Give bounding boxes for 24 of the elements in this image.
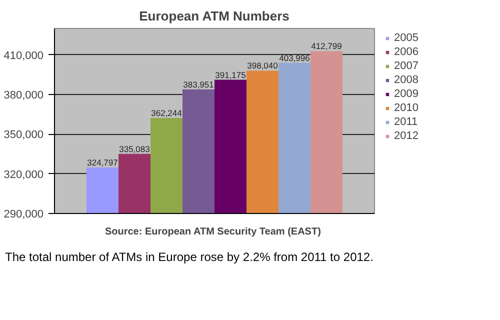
chart-title: European ATM Numbers: [139, 8, 290, 24]
data-label: 412,799: [311, 41, 342, 52]
legend-label: 2010: [394, 102, 418, 114]
data-label: 383,951: [183, 79, 214, 90]
legend-label: 2005: [394, 32, 418, 44]
y-tick-label: 290,000: [4, 208, 44, 220]
y-tick-label: 350,000: [4, 129, 44, 142]
legend-label: 2009: [394, 88, 418, 100]
y-tick-label: 380,000: [4, 90, 44, 102]
legend-label: 2007: [394, 60, 418, 72]
legend-label: 2011: [394, 116, 418, 128]
data-label: 391,175: [215, 70, 246, 80]
legend-label: 2012: [394, 130, 418, 142]
data-label: 324,797: [87, 158, 118, 168]
data-label: 362,244: [151, 108, 182, 118]
y-tick-label: 410,000: [4, 50, 44, 62]
data-label: 398,040: [247, 60, 278, 71]
legend-label: 2008: [394, 74, 418, 86]
text: The total number of ATMs in Europe rose by 2.2% from 2011 to 2012.: [5, 249, 374, 266]
source-note: Source: European ATM Security Team (EAST): [104, 226, 321, 238]
data-label: 335,083: [119, 144, 150, 154]
data-label: 403,996: [279, 52, 310, 63]
legend-label: 2006: [394, 46, 418, 58]
y-tick-label: 320,000: [4, 168, 44, 181]
